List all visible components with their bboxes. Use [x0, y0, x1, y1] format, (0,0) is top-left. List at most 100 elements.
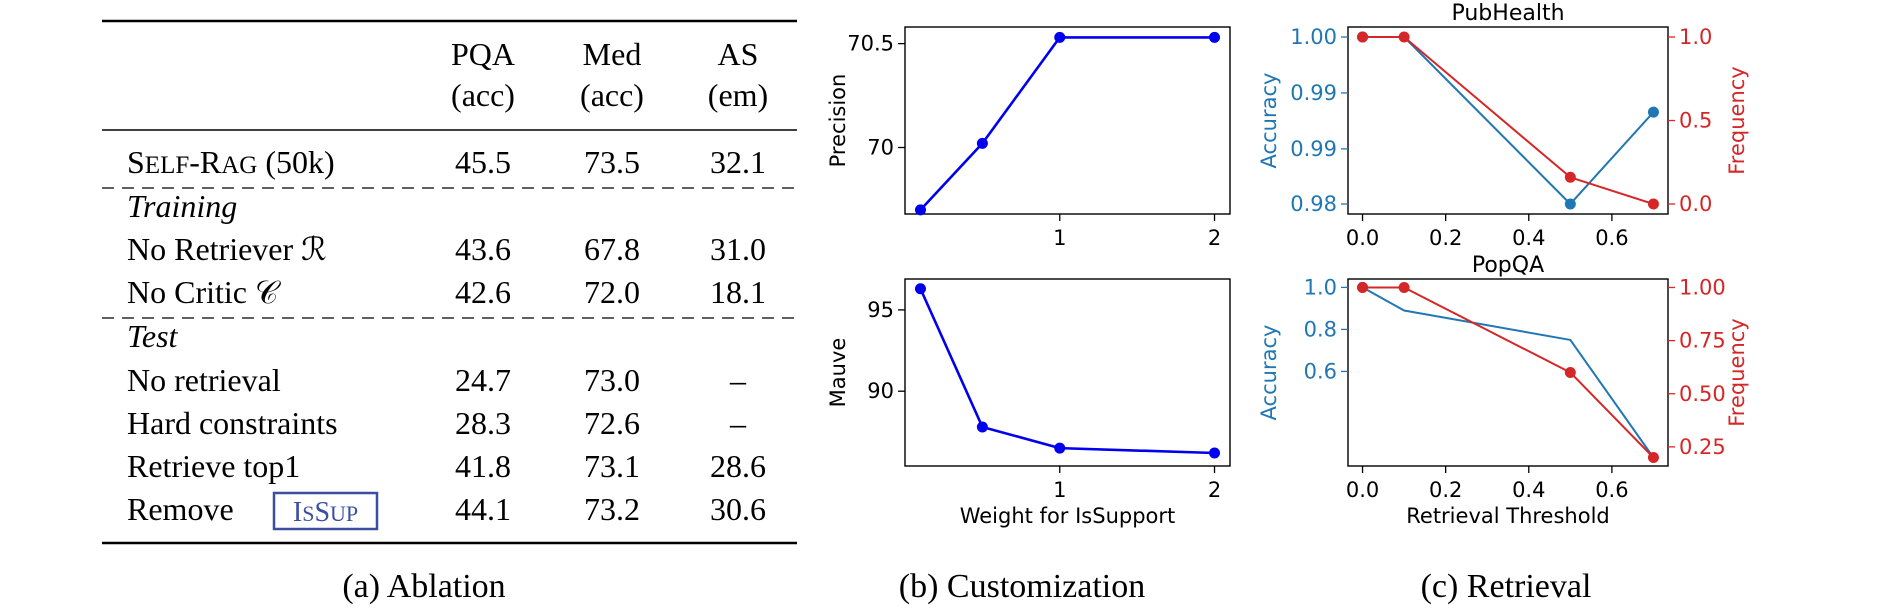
row-selfrag-label: SELF-RAG (50k)	[127, 144, 335, 180]
data-point	[1357, 31, 1369, 43]
series-line	[1362, 286, 1655, 459]
y-tick-label: 1.0	[1304, 275, 1337, 299]
x-tick-label: 2	[1208, 226, 1221, 250]
data-point	[1357, 282, 1369, 293]
y-tick-label: 0.99	[1290, 81, 1337, 105]
issup-token: ISSUP	[293, 497, 358, 528]
x-tick-label: 0.0	[1346, 226, 1379, 250]
data-point	[1647, 198, 1659, 210]
y-tick-label: 90	[867, 379, 894, 403]
header-as: AS	[718, 36, 759, 72]
x-tick-label: 0.2	[1429, 226, 1462, 250]
y2-axis-label: Frequency	[1725, 318, 1749, 427]
x-tick-label: 0.0	[1346, 478, 1379, 502]
section-test: Test	[127, 318, 179, 354]
data-point	[1054, 442, 1066, 454]
x-tick-label: 0.4	[1512, 478, 1545, 502]
ablation-table: PQA (acc) Med (acc) AS (em) SELF-RAG (50…	[102, 19, 797, 605]
header-pqa-unit: (acc)	[451, 77, 515, 113]
row-hard-med: 72.6	[584, 405, 640, 441]
row-noretrieval-label: No retrieval	[127, 362, 281, 398]
pubhealth-plot: 0.0 0.2 0.4 0.6 0.98 0.99 0.99 1.00 0.0 0.5 1.0 Acc…	[1257, 1, 1749, 250]
y-axis-label: Mauve	[826, 338, 850, 408]
y-tick-label: 70.5	[847, 32, 894, 56]
series-line	[1362, 286, 1655, 459]
y-tick-label: 70	[867, 136, 894, 160]
plot-frame	[1347, 278, 1669, 467]
row-selfrag-as: 32.1	[710, 144, 766, 180]
y2-axis-label: Frequency	[1725, 66, 1749, 175]
x-tick-label: 1	[1053, 478, 1066, 502]
row-noretrieval-med: 73.0	[584, 362, 640, 398]
y2-tick-label: 0.25	[1679, 435, 1726, 459]
y2-tick-label: 0.5	[1679, 109, 1712, 133]
y-tick-label: 0.99	[1290, 137, 1337, 161]
x-tick-label: 0.6	[1595, 226, 1628, 250]
header-as-unit: (em)	[708, 77, 768, 113]
row-hard-as: –	[729, 405, 747, 441]
row-noretriever-med: 67.8	[584, 231, 640, 267]
data-point	[1209, 447, 1221, 459]
y2-tick-label: 0.0	[1679, 192, 1712, 216]
section-training: Training	[127, 188, 237, 224]
x-tick-label: 0.6	[1595, 478, 1628, 502]
row-top1-pqa: 41.8	[455, 448, 511, 484]
row-noretriever-pqa: 43.6	[455, 231, 511, 267]
data-point	[1647, 106, 1659, 118]
issup-token-box	[272, 491, 379, 531]
x-tick-label: 1	[1053, 226, 1066, 250]
header-med: Med	[583, 36, 642, 72]
y-axis-label: Accuracy	[1257, 73, 1281, 169]
series-line	[1362, 36, 1654, 205]
data-point	[1398, 31, 1410, 43]
row-top1-as: 28.6	[710, 448, 766, 484]
row-noretrieval-as: –	[729, 362, 747, 398]
data-point	[1398, 282, 1410, 293]
header-med-unit: (acc)	[580, 77, 644, 113]
caption-customization: (b) Customization	[899, 568, 1145, 605]
y2-tick-label: 0.75	[1679, 329, 1726, 353]
data-point	[1564, 171, 1576, 183]
data-point	[1209, 31, 1221, 43]
y-tick-label: 0.98	[1290, 192, 1337, 216]
mauve-plot: 1 2 90 95 Mauve Weight for IsSupport	[826, 278, 1231, 528]
header-pqa: PQA	[451, 36, 515, 72]
data-point	[1054, 31, 1066, 43]
x-tick-label: 2	[1208, 478, 1221, 502]
y-axis-label: Accuracy	[1257, 325, 1281, 421]
popqa-plot: 0.0 0.2 0.4 0.6 0.6 0.8 1.0 0.25 0.50 0.75 1.00 Acc…	[1257, 253, 1749, 528]
row-remove-med: 73.2	[584, 491, 640, 527]
row-remove-as: 30.6	[710, 491, 766, 527]
x-axis-label: Weight for IsSupport	[960, 504, 1176, 528]
row-selfrag-pqa: 45.5	[455, 144, 511, 180]
row-top1-label: Retrieve top1	[127, 448, 300, 484]
caption-retrieval: (c) Retrieval	[1421, 568, 1592, 605]
y-tick-label: 1.00	[1290, 25, 1337, 49]
row-top1-med: 73.1	[584, 448, 640, 484]
plot-title: PubHealth	[1451, 1, 1564, 26]
row-hard-pqa: 28.3	[455, 405, 511, 441]
plot-frame	[1347, 26, 1669, 215]
plot-frame	[904, 278, 1231, 467]
row-nocritic-pqa: 42.6	[455, 274, 511, 310]
plot-frame	[904, 26, 1231, 215]
row-noretriever-as: 31.0	[710, 231, 766, 267]
y2-tick-label: 0.50	[1679, 382, 1726, 406]
y-tick-label: 95	[867, 298, 894, 322]
row-nocritic-as: 18.1	[710, 274, 766, 310]
x-axis-label: Retrieval Threshold	[1406, 504, 1610, 528]
y-tick-label: 0.6	[1304, 359, 1337, 383]
series-line	[919, 288, 1215, 455]
caption-ablation: (a) Ablation	[342, 568, 505, 605]
row-hard-label: Hard constraints	[127, 405, 338, 441]
precision-plot: 1 2 70 70.5 Precision	[826, 26, 1231, 250]
row-nocritic-label: No Critic 𝒞	[127, 274, 281, 310]
y-axis-label: Precision	[826, 74, 850, 168]
series-line	[919, 36, 1215, 211]
y2-tick-label: 1.00	[1679, 276, 1726, 300]
row-noretriever-label: No Retriever ℛ	[127, 231, 327, 267]
row-remove-pqa: 44.1	[455, 491, 511, 527]
x-tick-label: 0.4	[1512, 226, 1545, 250]
row-remove-label: Remove	[127, 491, 234, 527]
